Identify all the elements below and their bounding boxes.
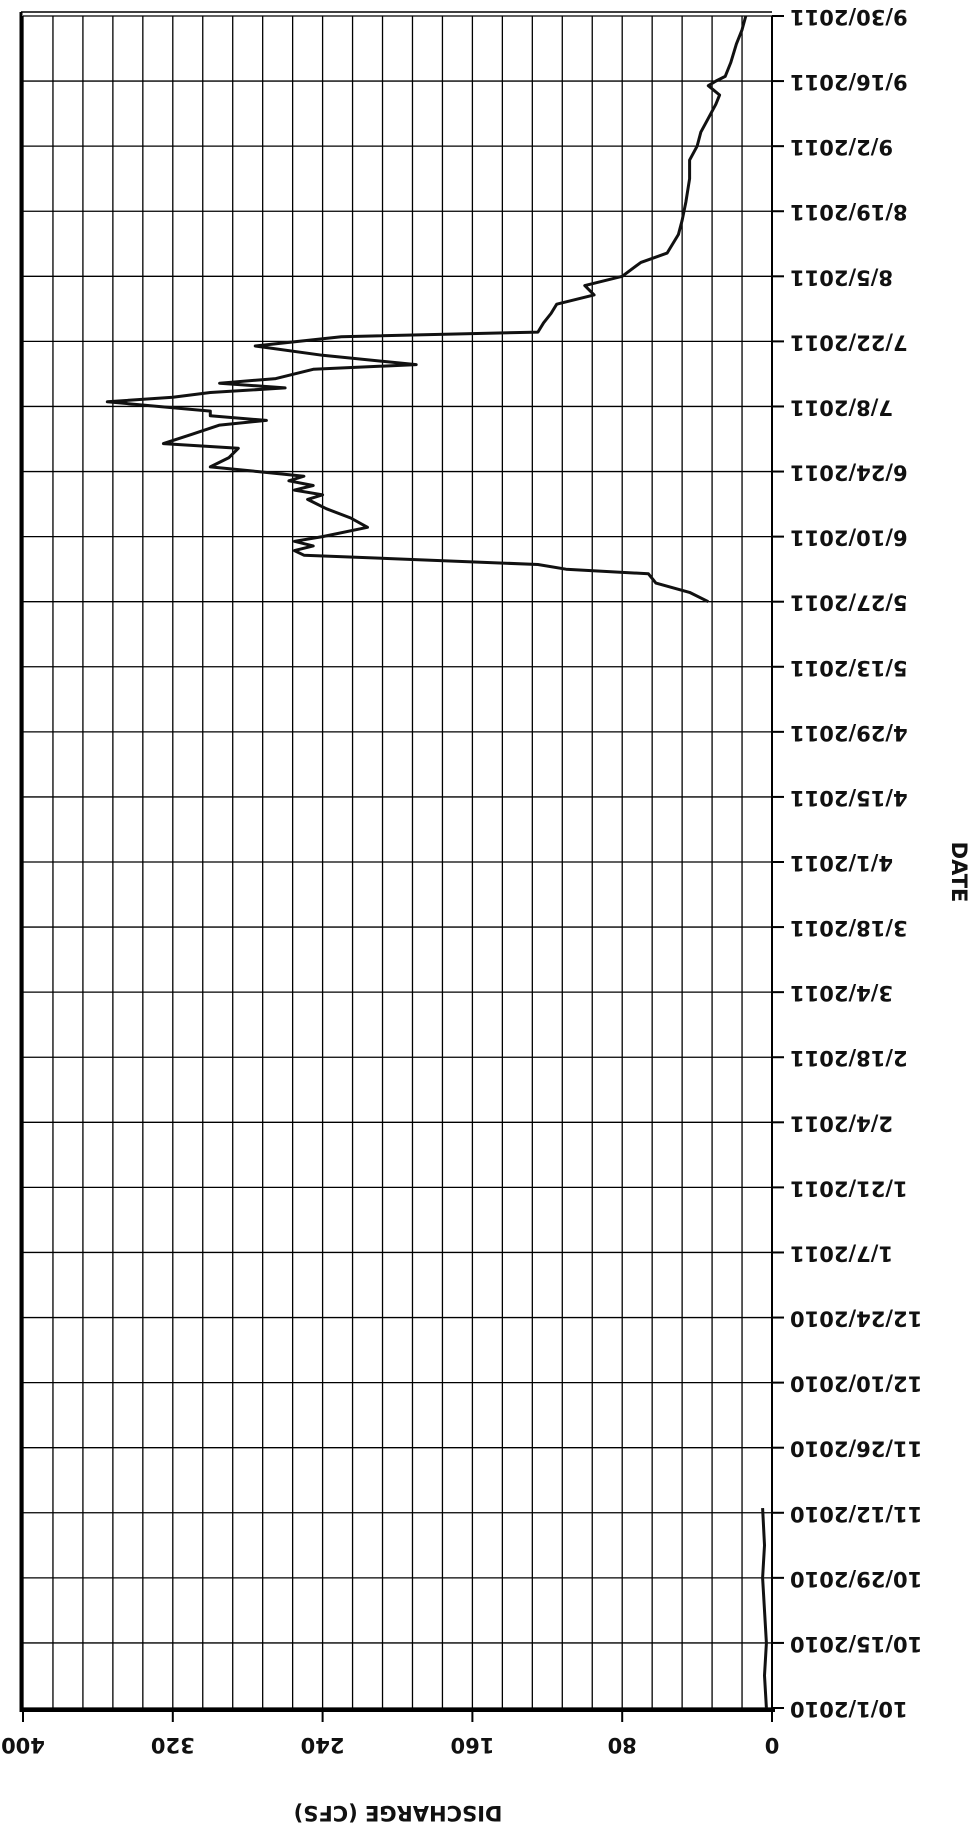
y-tick-label: 160 bbox=[450, 1733, 494, 1757]
y-tick-label: 240 bbox=[301, 1733, 345, 1757]
x-tick-label: 9/16/2011 bbox=[790, 70, 908, 94]
x-tick-label: 12/10/2010 bbox=[790, 1372, 922, 1396]
x-tick-label: 9/2/2011 bbox=[790, 135, 893, 159]
x-tick-label: 2/18/2011 bbox=[790, 1046, 908, 1070]
y-tick-label: 320 bbox=[151, 1733, 195, 1757]
x-tick-label: 9/30/2011 bbox=[790, 5, 908, 29]
x-tick-label: 10/29/2010 bbox=[790, 1567, 922, 1591]
x-tick-label: 4/29/2011 bbox=[790, 721, 908, 745]
x-tick-label: 5/13/2011 bbox=[790, 656, 908, 680]
x-tick-label: 1/7/2011 bbox=[790, 1241, 893, 1265]
x-tick-label: 6/24/2011 bbox=[790, 461, 908, 485]
data-line bbox=[105, 15, 768, 1709]
x-tick-label: 10/1/2010 bbox=[790, 1697, 908, 1721]
x-tick-label: 7/22/2011 bbox=[790, 330, 908, 354]
x-tick-label: 4/15/2011 bbox=[790, 786, 908, 810]
x-tick-label: 7/8/2011 bbox=[790, 395, 893, 419]
x-tick-label: 3/4/2011 bbox=[790, 981, 893, 1005]
x-tick-label: 10/15/2010 bbox=[790, 1632, 922, 1656]
x-tick-label: 8/5/2011 bbox=[790, 265, 893, 289]
x-tick-label: 11/12/2010 bbox=[790, 1502, 922, 1526]
x-tick-label: 1/21/2011 bbox=[790, 1176, 908, 1200]
x-tick-label: 4/1/2011 bbox=[790, 851, 893, 875]
y-tick-label: 80 bbox=[608, 1733, 637, 1757]
y-tick-label: 0 bbox=[765, 1733, 780, 1757]
x-tick-label: 2/4/2011 bbox=[790, 1111, 893, 1135]
x-axis-title: DATE bbox=[947, 842, 971, 903]
x-tick-label: 3/18/2011 bbox=[790, 916, 908, 940]
x-tick-label: 6/10/2011 bbox=[790, 526, 908, 550]
x-tick-label: 11/26/2010 bbox=[790, 1437, 922, 1461]
y-tick-label: 400 bbox=[1, 1733, 45, 1757]
x-tick-label: 5/27/2011 bbox=[790, 591, 908, 615]
x-tick-label: 8/19/2011 bbox=[790, 200, 908, 224]
y-axis-title: DISCHARGE (CFS) bbox=[294, 1801, 503, 1825]
x-tick-label: 12/24/2010 bbox=[790, 1307, 922, 1331]
